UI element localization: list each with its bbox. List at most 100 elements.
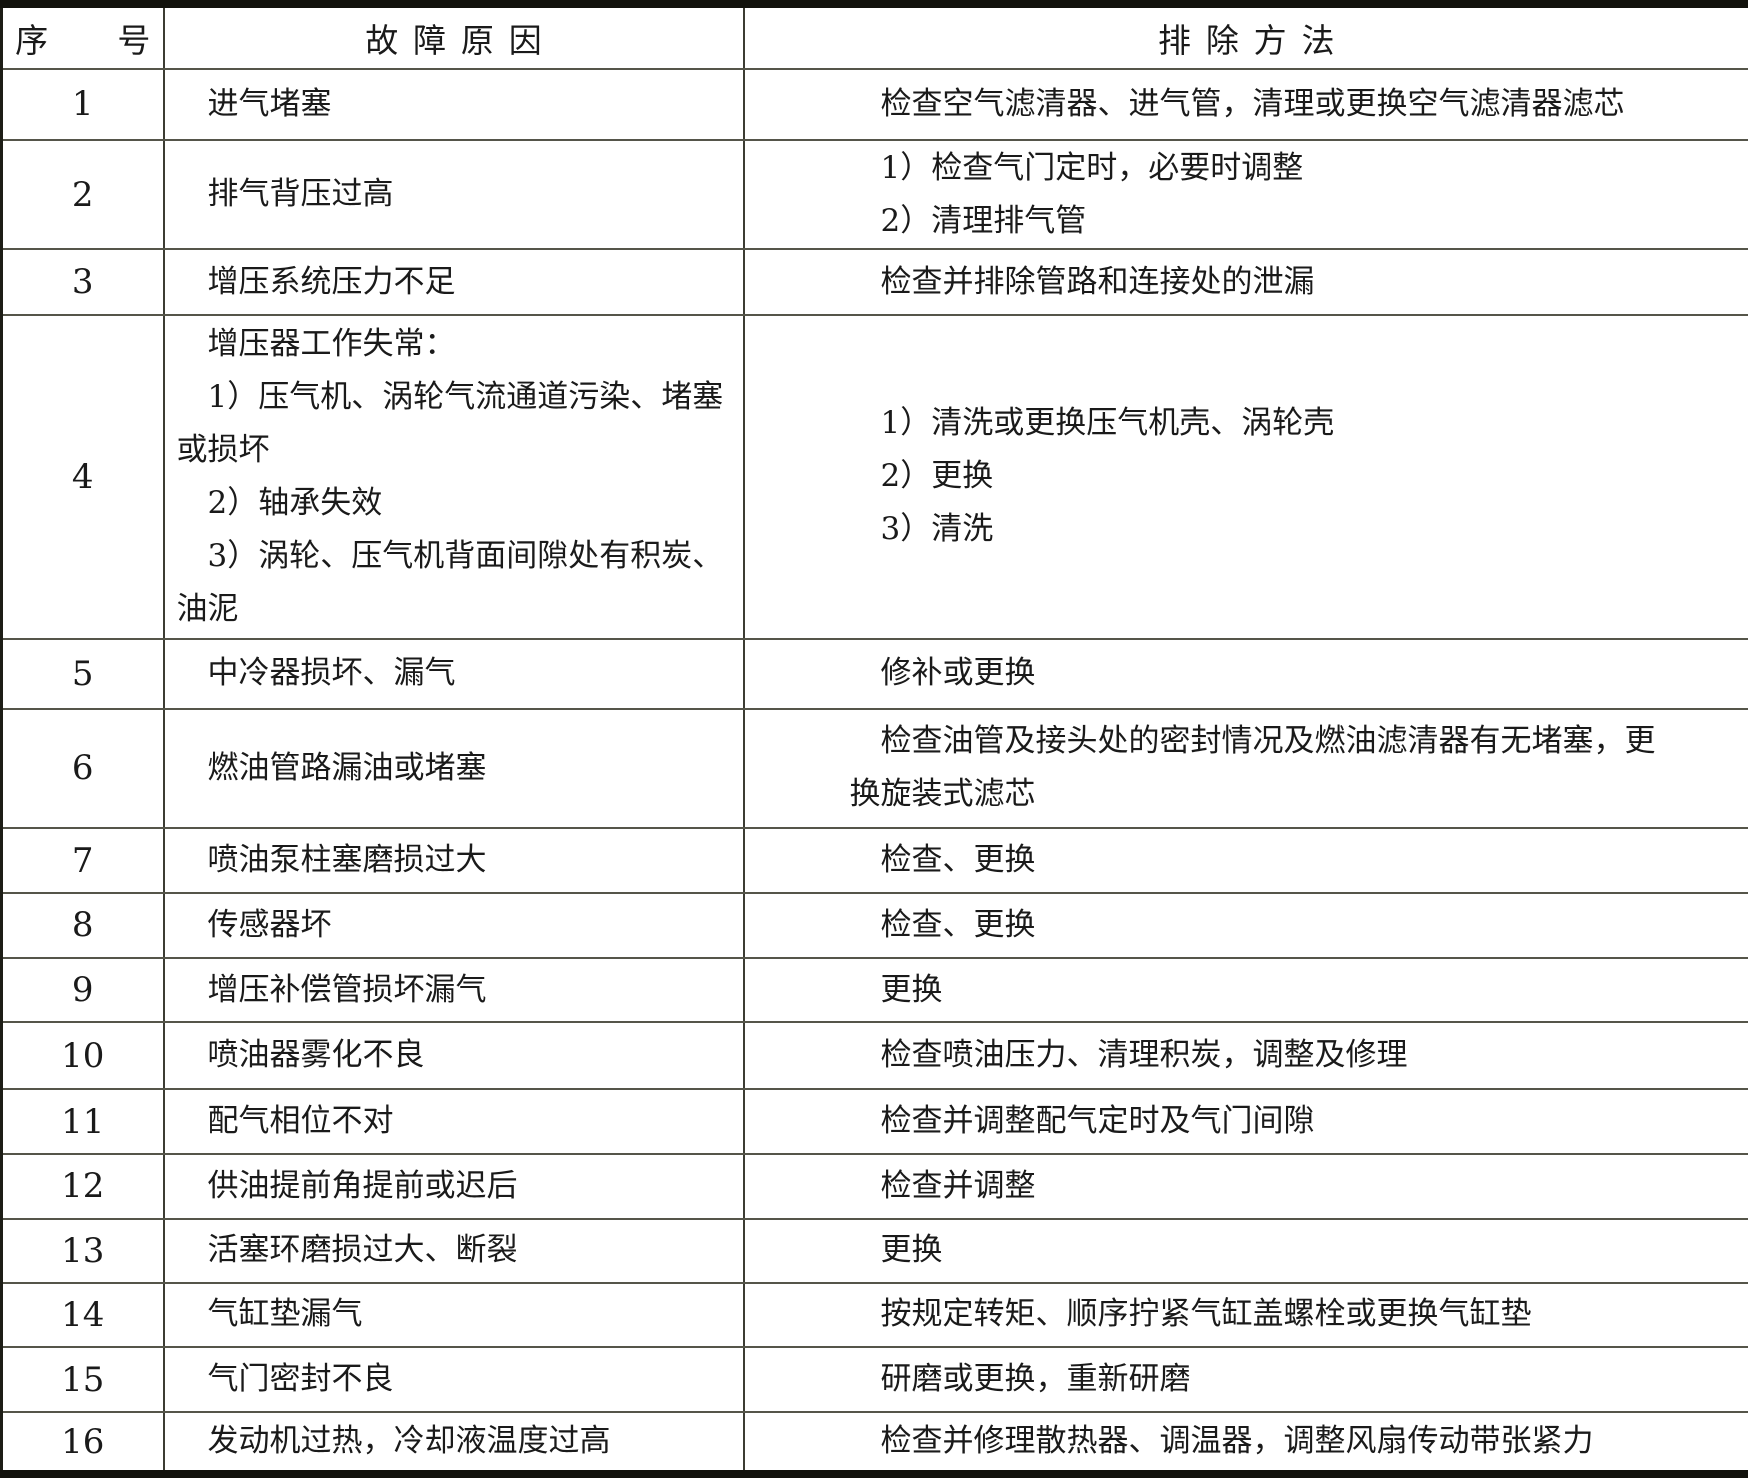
remedy-cell: 检查并调整 [742,1153,1748,1220]
remedy-cell: 检查、更换 [742,891,1748,959]
remedy-cell: 1）检查气门定时，必要时调整 2）清理排气管 [742,138,1748,251]
index-cell: 7 [0,827,165,894]
remedy-line: 2）更换 [880,458,994,495]
cause-line: 喷油器雾化不良 [207,1037,425,1074]
cause-line: 中冷器损坏、漏气 [207,655,456,692]
remedy-line: 检查空气滤清器、进气管，清理或更换空气滤清器滤芯 [880,85,1625,122]
cause-line: 配气相位不对 [207,1103,394,1140]
table-row: 4 增压器工作失常： 1）压气机、涡轮气流通道污染、堵塞或损坏 2）轴承失效 3）涡轮、… [0,313,1748,640]
remedy-line: 研磨或更换，重新研磨 [880,1361,1191,1398]
table-row: 6 燃油管路漏油或堵塞 检查油管及接头处的密封情况及燃油滤清器有无堵塞，更换旋装式滤… [0,707,1748,830]
cause-line: 供油提前角提前或迟后 [207,1167,518,1204]
remedy-cell: 研磨或更换，重新研磨 [742,1346,1748,1414]
index-cell: 10 [0,1021,165,1091]
cause-cell: 增压器工作失常： 1）压气机、涡轮气流通道污染、堵塞或损坏 2）轴承失效 3）涡轮、压… [162,313,745,640]
table-row: 10 喷油器雾化不良 检查喷油压力、清理积炭，调整及修理 [0,1021,1748,1091]
index-cell: 3 [0,248,165,316]
remedy-cell: 更换 [742,1217,1748,1284]
cause-cell: 排气背压过高 [162,138,745,251]
cause-line: 喷油泵柱塞磨损过大 [207,842,487,879]
cause-line: 传感器坏 [207,906,332,943]
cause-cell: 发动机过热，冷却液温度过高 [162,1411,745,1475]
index-cell: 4 [0,313,165,640]
cause-cell: 进气堵塞 [162,68,745,141]
cause-line: 发动机过热，冷却液温度过高 [207,1423,611,1460]
col-header-index: 序号 [0,3,165,70]
col-header-remedy: 排除方法 [742,3,1748,70]
index-cell: 6 [0,707,165,830]
cause-cell: 活塞环磨损过大、断裂 [162,1217,745,1284]
cause-cell: 配气相位不对 [162,1088,745,1156]
remedy-cell: 1）清洗或更换压气机壳、涡轮壳 2）更换 3）清洗 [742,313,1748,640]
remedy-cell: 按规定转矩、顺序拧紧气缸盖螺栓或更换气缸垫 [742,1281,1748,1349]
cause-line: 进气堵塞 [207,85,332,122]
index-cell: 16 [0,1411,165,1475]
cause-cell: 传感器坏 [162,891,745,959]
remedy-cell: 检查并修理散热器、调温器，调整风扇传动带张紧力 [742,1411,1748,1475]
col-header-index-label: 序号 [15,21,220,60]
cause-line: 2）轴承失效 [207,484,383,521]
remedy-line: 1）清洗或更换压气机壳、涡轮壳 [880,405,1335,442]
remedy-line: 检查、更换 [880,842,1036,879]
header-row: 序号 故障原因 排除方法 [0,3,1748,70]
table-row: 11 配气相位不对 检查并调整配气定时及气门间隙 [0,1088,1748,1156]
cause-line: 燃油管路漏油或堵塞 [207,749,487,786]
cause-line: 增压系统压力不足 [207,263,456,300]
remedy-cell: 检查并排除管路和连接处的泄漏 [742,248,1748,316]
table-row: 15 气门密封不良 研磨或更换，重新研磨 [0,1346,1748,1414]
cause-cell: 喷油泵柱塞磨损过大 [162,827,745,894]
index-cell: 1 [0,68,165,141]
cause-line: 气门密封不良 [207,1361,394,1398]
cause-line: 活塞环磨损过大、断裂 [207,1232,518,1269]
table-row: 5 中冷器损坏、漏气 修补或更换 [0,637,1748,710]
index-cell: 2 [0,138,165,251]
col-header-remedy-label: 排除方法 [1157,21,1350,60]
remedy-line: 2）清理排气管 [880,202,1087,239]
table-body: 1 进气堵塞 检查空气滤清器、进气管，清理或更换空气滤清器滤芯 2 排气背压过高 1）检查… [0,68,1748,1475]
index-cell: 15 [0,1346,165,1414]
cause-cell: 气缸垫漏气 [162,1281,745,1349]
table-row: 1 进气堵塞 检查空气滤清器、进气管，清理或更换空气滤清器滤芯 [0,68,1748,141]
table-row: 9 增压补偿管损坏漏气 更换 [0,956,1748,1024]
remedy-line: 检查并调整 [880,1167,1036,1204]
remedy-cell: 检查、更换 [742,827,1748,894]
remedy-cell: 检查空气滤清器、进气管，清理或更换空气滤清器滤芯 [742,68,1748,141]
remedy-line: 修补或更换 [880,655,1036,692]
cause-cell: 气门密封不良 [162,1346,745,1414]
table-row: 16 发动机过热，冷却液温度过高 检查并修理散热器、调温器，调整风扇传动带张紧力 [0,1411,1748,1475]
cause-line: 增压器工作失常： [207,325,456,362]
remedy-cell: 检查并调整配气定时及气门间隙 [742,1088,1748,1156]
table-row: 3 增压系统压力不足 检查并排除管路和连接处的泄漏 [0,248,1748,316]
remedy-cell: 检查油管及接头处的密封情况及燃油滤清器有无堵塞，更换旋装式滤芯 [742,707,1748,830]
index-cell: 8 [0,891,165,959]
index-cell: 12 [0,1153,165,1220]
index-cell: 11 [0,1088,165,1156]
table-row: 12 供油提前角提前或迟后 检查并调整 [0,1153,1748,1220]
cause-cell: 燃油管路漏油或堵塞 [162,707,745,830]
remedy-line: 检查并调整配气定时及气门间隙 [880,1103,1315,1140]
cause-cell: 增压系统压力不足 [162,248,745,316]
cause-line: 3）涡轮、压气机背面间隙处有积炭、油泥 [176,537,724,627]
remedy-line: 1）检查气门定时，必要时调整 [880,149,1304,186]
cause-line: 排气背压过高 [207,176,394,212]
table-row: 7 喷油泵柱塞磨损过大 检查、更换 [0,827,1748,894]
table-row: 8 传感器坏 检查、更换 [0,891,1748,959]
cause-line: 1）压气机、涡轮气流通道污染、堵塞或损坏 [176,378,724,468]
index-cell: 9 [0,956,165,1024]
remedy-cell: 修补或更换 [742,637,1748,710]
remedy-cell: 检查喷油压力、清理积炭，调整及修理 [742,1021,1748,1091]
index-cell: 14 [0,1281,165,1349]
cause-line: 增压补偿管损坏漏气 [207,971,487,1008]
remedy-line: 检查喷油压力、清理积炭，调整及修理 [880,1037,1408,1074]
col-header-cause: 故障原因 [162,3,745,70]
remedy-line: 按规定转矩、顺序拧紧气缸盖螺栓或更换气缸垫 [880,1296,1532,1333]
cause-cell: 中冷器损坏、漏气 [162,637,745,710]
remedy-cell: 更换 [742,956,1748,1024]
cause-cell: 喷油器雾化不良 [162,1021,745,1091]
col-header-cause-label: 故障原因 [365,21,557,60]
remedy-line: 更换 [880,971,943,1008]
cause-cell: 供油提前角提前或迟后 [162,1153,745,1220]
remedy-line: 检查、更换 [880,906,1036,943]
